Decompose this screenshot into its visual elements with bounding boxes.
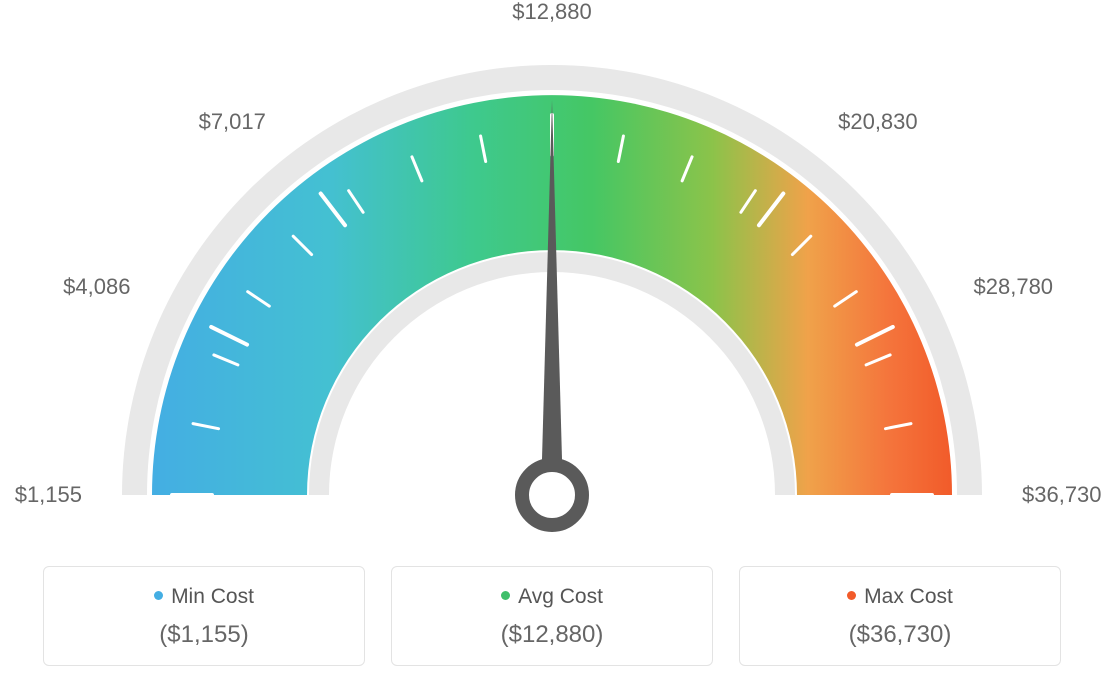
card-min-value: ($1,155) xyxy=(44,621,364,649)
gauge-tick-label: $20,830 xyxy=(838,109,918,135)
card-avg-value: ($12,880) xyxy=(392,621,712,649)
dot-icon xyxy=(154,591,163,600)
card-max-value: ($36,730) xyxy=(740,621,1060,649)
card-avg-title: Avg Cost xyxy=(392,585,712,609)
cost-gauge-chart: $1,155 $4,086 $7,017 $12,880 $20,830 $28,780 $… xyxy=(0,0,1104,540)
card-min-cost: Min Cost ($1,155) xyxy=(43,566,365,666)
gauge-tick-label: $28,780 xyxy=(974,274,1054,300)
card-max-cost: Max Cost ($36,730) xyxy=(739,566,1061,666)
card-avg-title-text: Avg Cost xyxy=(518,585,603,608)
dot-icon xyxy=(847,591,856,600)
card-max-title: Max Cost xyxy=(740,585,1060,609)
card-avg-cost: Avg Cost ($12,880) xyxy=(391,566,713,666)
gauge-tick-label: $12,880 xyxy=(512,0,592,25)
gauge-svg xyxy=(0,0,1104,560)
dot-icon xyxy=(501,591,510,600)
gauge-tick-label: $36,730 xyxy=(1022,482,1102,508)
gauge-tick-label: $1,155 xyxy=(15,482,82,508)
card-max-title-text: Max Cost xyxy=(864,585,953,608)
legend-row: Min Cost ($1,155) Avg Cost ($12,880) Max… xyxy=(43,566,1061,666)
card-min-title-text: Min Cost xyxy=(171,585,254,608)
card-min-title: Min Cost xyxy=(44,585,364,609)
gauge-tick-label: $7,017 xyxy=(199,109,266,135)
gauge-tick-label: $4,086 xyxy=(63,274,130,300)
